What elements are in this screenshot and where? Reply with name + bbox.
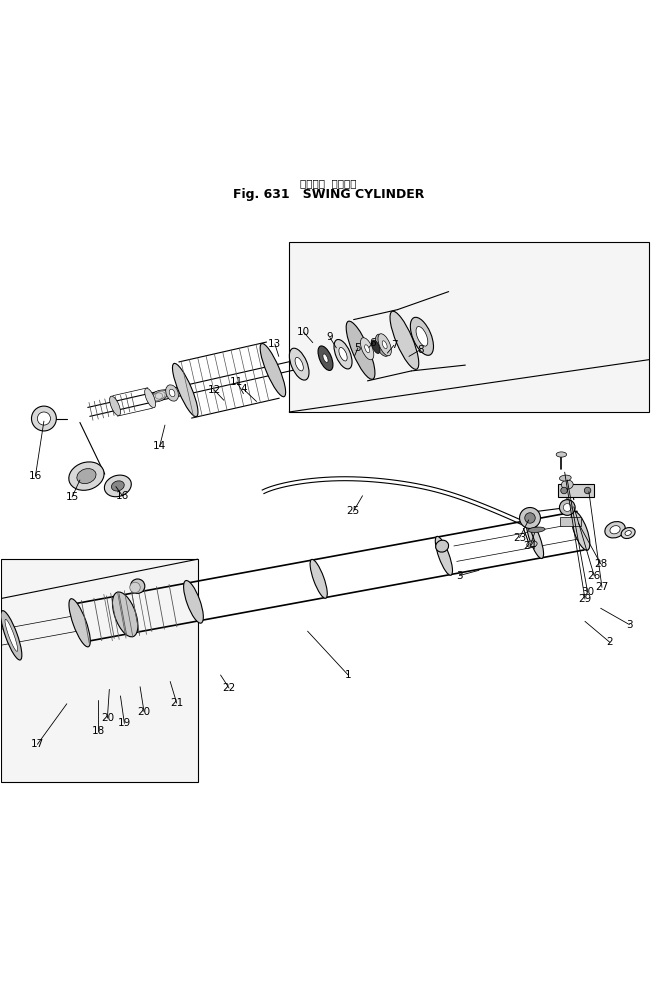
Ellipse shape [526, 520, 543, 558]
Text: 26: 26 [587, 571, 600, 581]
Ellipse shape [560, 475, 571, 481]
Text: 16: 16 [29, 471, 42, 481]
Text: 20: 20 [101, 713, 114, 723]
Ellipse shape [77, 469, 96, 484]
Text: 27: 27 [595, 583, 608, 593]
Ellipse shape [260, 343, 286, 396]
Text: 13: 13 [268, 339, 281, 349]
Ellipse shape [572, 511, 589, 550]
Ellipse shape [378, 334, 392, 356]
Text: 9: 9 [327, 333, 333, 342]
Text: 23: 23 [513, 533, 526, 542]
Ellipse shape [339, 347, 347, 361]
Ellipse shape [436, 541, 449, 552]
Ellipse shape [5, 619, 18, 651]
Ellipse shape [295, 357, 304, 371]
Text: 19: 19 [118, 718, 131, 729]
Text: 15: 15 [66, 492, 79, 502]
Ellipse shape [411, 317, 434, 355]
Text: 1: 1 [345, 670, 351, 680]
Text: 30: 30 [581, 587, 594, 596]
Ellipse shape [562, 480, 573, 490]
Ellipse shape [563, 503, 571, 511]
Text: 4: 4 [240, 385, 247, 394]
Ellipse shape [556, 452, 566, 457]
Text: 18: 18 [91, 726, 105, 736]
Ellipse shape [621, 528, 635, 539]
Ellipse shape [560, 499, 575, 515]
Ellipse shape [361, 337, 374, 360]
Ellipse shape [173, 363, 198, 417]
Text: 21: 21 [170, 698, 183, 708]
Text: 14: 14 [153, 441, 166, 451]
Text: 7: 7 [391, 340, 397, 350]
Ellipse shape [416, 327, 428, 346]
Text: 5: 5 [355, 343, 361, 353]
Ellipse shape [310, 559, 327, 598]
Circle shape [584, 488, 591, 493]
Ellipse shape [166, 385, 179, 401]
Polygon shape [1, 559, 198, 782]
Ellipse shape [365, 344, 370, 353]
Ellipse shape [112, 592, 138, 637]
Ellipse shape [525, 513, 535, 523]
Ellipse shape [346, 321, 375, 380]
Ellipse shape [69, 598, 90, 646]
Bar [560, 517, 581, 527]
Ellipse shape [1, 610, 22, 660]
Ellipse shape [170, 389, 175, 396]
Text: 24: 24 [524, 542, 537, 551]
Text: 16: 16 [116, 490, 129, 500]
Circle shape [560, 488, 567, 493]
Text: 3: 3 [456, 571, 463, 581]
Text: Fig. 631   SWING CYLINDER: Fig. 631 SWING CYLINDER [233, 187, 424, 200]
Text: 17: 17 [31, 740, 44, 749]
Ellipse shape [605, 522, 625, 538]
Text: 6: 6 [370, 337, 376, 347]
Ellipse shape [375, 335, 390, 356]
Ellipse shape [390, 311, 419, 370]
Ellipse shape [436, 537, 453, 575]
Ellipse shape [382, 340, 387, 349]
Text: 12: 12 [208, 385, 221, 394]
Ellipse shape [131, 579, 145, 594]
Ellipse shape [69, 462, 104, 490]
Ellipse shape [110, 396, 120, 416]
Bar [558, 484, 594, 497]
Ellipse shape [610, 526, 620, 534]
Text: 28: 28 [594, 559, 607, 569]
Text: スイング  シリンダ: スイング シリンダ [300, 179, 357, 188]
Text: 2: 2 [606, 638, 613, 647]
Ellipse shape [528, 527, 545, 533]
Text: 8: 8 [417, 345, 423, 355]
Text: 3: 3 [626, 620, 633, 630]
Ellipse shape [183, 581, 203, 623]
Ellipse shape [145, 388, 156, 408]
Text: 10: 10 [297, 328, 310, 337]
Ellipse shape [318, 346, 333, 371]
Ellipse shape [37, 412, 51, 425]
Ellipse shape [185, 583, 202, 621]
Text: 29: 29 [578, 594, 591, 604]
Ellipse shape [104, 475, 131, 496]
Ellipse shape [372, 340, 380, 353]
Ellipse shape [527, 541, 537, 547]
Text: 11: 11 [231, 377, 244, 387]
Text: 20: 20 [137, 706, 150, 717]
Ellipse shape [112, 481, 124, 491]
Ellipse shape [323, 354, 328, 362]
Text: 22: 22 [223, 683, 236, 693]
Ellipse shape [71, 603, 88, 643]
Ellipse shape [334, 339, 352, 369]
Ellipse shape [130, 583, 140, 593]
Ellipse shape [625, 531, 631, 536]
Ellipse shape [32, 406, 57, 431]
Ellipse shape [520, 507, 541, 529]
Ellipse shape [289, 348, 309, 380]
Polygon shape [289, 242, 649, 412]
Ellipse shape [150, 390, 168, 402]
Text: 25: 25 [347, 506, 360, 516]
Ellipse shape [571, 511, 590, 550]
